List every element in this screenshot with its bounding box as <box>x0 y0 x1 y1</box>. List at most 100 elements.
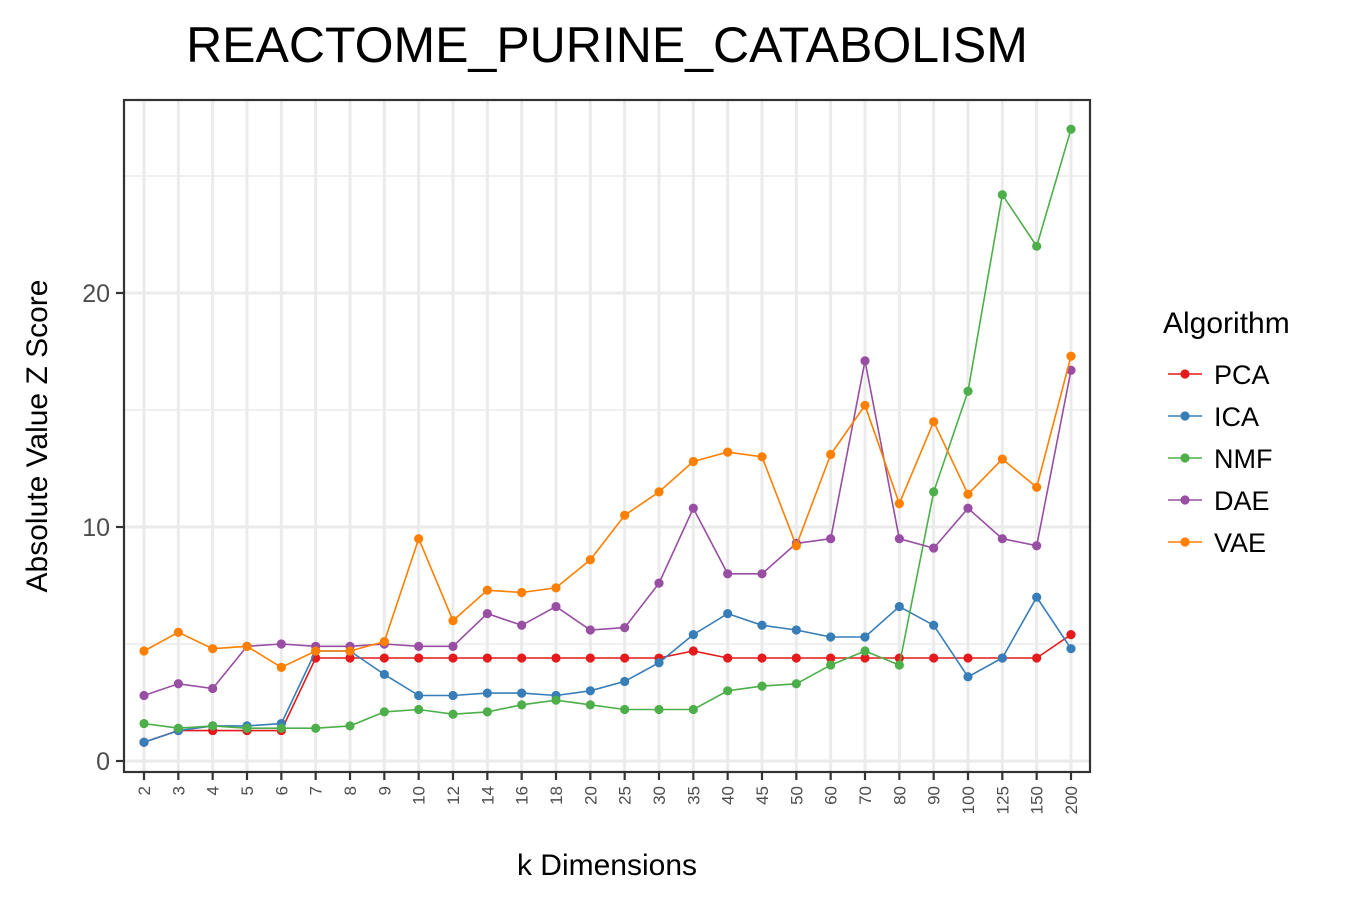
series-ica <box>139 592 1076 747</box>
data-point-ica <box>379 669 389 680</box>
data-point-pca <box>585 653 595 663</box>
data-point-nmf <box>414 704 424 715</box>
data-point-vae <box>139 646 149 656</box>
grid <box>124 100 1090 772</box>
data-point-dae <box>963 503 973 513</box>
data-point-nmf <box>654 704 664 715</box>
x-tick-label: 40 <box>719 786 738 805</box>
data-point-dae <box>757 569 767 579</box>
data-point-dae <box>997 534 1007 544</box>
data-point-vae <box>208 644 218 654</box>
x-tick-label: 3 <box>169 786 188 795</box>
data-point-vae <box>757 452 767 462</box>
data-point-dae <box>551 601 561 612</box>
data-point-vae <box>482 585 492 595</box>
data-point-ica <box>448 690 458 701</box>
x-tick-label: 10 <box>410 786 429 805</box>
data-point-ica <box>482 688 492 698</box>
data-point-ica <box>517 688 527 698</box>
x-tick-label: 100 <box>959 786 978 814</box>
data-point-vae <box>517 587 527 598</box>
data-point-dae <box>826 534 836 544</box>
legend-item-nmf: NMF <box>1168 444 1272 474</box>
x-tick-label: 20 <box>581 786 600 805</box>
data-point-ica <box>139 737 149 747</box>
data-point-dae <box>517 620 527 630</box>
data-point-dae <box>208 683 218 694</box>
data-point-vae <box>311 646 321 656</box>
data-point-nmf <box>1032 241 1042 251</box>
data-point-dae <box>585 625 595 635</box>
legend-key-point <box>1180 411 1190 421</box>
data-point-vae <box>826 449 836 460</box>
data-point-vae <box>276 662 286 673</box>
series-layer <box>139 124 1076 747</box>
legend-label: DAE <box>1214 486 1270 516</box>
data-point-pca <box>448 653 458 663</box>
x-tick-label: 5 <box>238 786 257 795</box>
data-point-nmf <box>345 721 355 731</box>
data-point-pca <box>379 653 389 663</box>
y-tick-label: 20 <box>82 280 110 308</box>
data-point-nmf <box>517 700 527 710</box>
data-point-vae <box>860 400 870 410</box>
data-point-pca <box>757 653 767 663</box>
data-point-vae <box>620 510 630 520</box>
data-point-ica <box>894 601 904 612</box>
x-tick-label: 2 <box>135 786 154 795</box>
data-point-vae <box>791 541 801 551</box>
data-point-ica <box>723 608 733 619</box>
x-axis-label: k Dimensions <box>517 849 697 882</box>
data-point-pca <box>1066 630 1076 640</box>
x-tick-label: 60 <box>822 786 841 805</box>
data-point-dae <box>276 639 286 649</box>
legend-key-point <box>1180 495 1190 505</box>
y-tick-label: 10 <box>82 514 110 542</box>
y-axis-label: Absolute Value Z Score <box>21 280 54 593</box>
x-tick-label: 9 <box>375 786 394 795</box>
data-point-ica <box>963 672 973 682</box>
x-tick-label: 45 <box>753 786 772 805</box>
x-tick-label: 30 <box>650 786 669 805</box>
data-point-vae <box>173 627 183 637</box>
x-tick-label: 25 <box>616 786 635 805</box>
data-point-ica <box>997 653 1007 663</box>
data-point-nmf <box>242 723 252 733</box>
data-point-dae <box>894 534 904 544</box>
data-point-ica <box>1032 592 1042 602</box>
data-point-dae <box>860 356 870 366</box>
x-tick-label: 7 <box>307 786 326 795</box>
legend-item-vae: VAE <box>1168 528 1266 558</box>
data-point-ica <box>1066 644 1076 654</box>
data-point-pca <box>482 653 492 663</box>
series-line-pca <box>143 633 1072 744</box>
legend-label: PCA <box>1214 360 1270 390</box>
data-point-pca <box>517 653 527 663</box>
y-tick-label: 0 <box>96 748 110 776</box>
data-point-pca <box>688 646 698 656</box>
data-point-nmf <box>448 709 458 719</box>
x-tick-label: 50 <box>787 786 806 805</box>
x-tick-label: 35 <box>684 786 703 805</box>
data-point-vae <box>551 583 561 593</box>
chart-title: REACTOME_PURINE_CATABOLISM <box>186 17 1028 73</box>
data-point-pca <box>551 653 561 663</box>
legend-key-point <box>1180 369 1190 379</box>
data-point-nmf <box>208 721 218 731</box>
data-point-dae <box>173 679 183 689</box>
legend: Algorithm PCA ICA NMF DAE VAE <box>1163 307 1290 558</box>
data-point-ica <box>757 620 767 630</box>
data-point-nmf <box>276 723 286 733</box>
legend-label: ICA <box>1214 402 1259 432</box>
data-point-dae <box>654 578 664 588</box>
data-point-nmf <box>482 707 492 717</box>
data-point-dae <box>1032 541 1042 551</box>
series-line-dae <box>143 360 1072 697</box>
data-point-nmf <box>551 695 561 705</box>
data-point-vae <box>963 489 973 499</box>
data-point-nmf <box>997 190 1007 200</box>
legend-label: NMF <box>1214 444 1272 474</box>
data-point-ica <box>860 632 870 642</box>
